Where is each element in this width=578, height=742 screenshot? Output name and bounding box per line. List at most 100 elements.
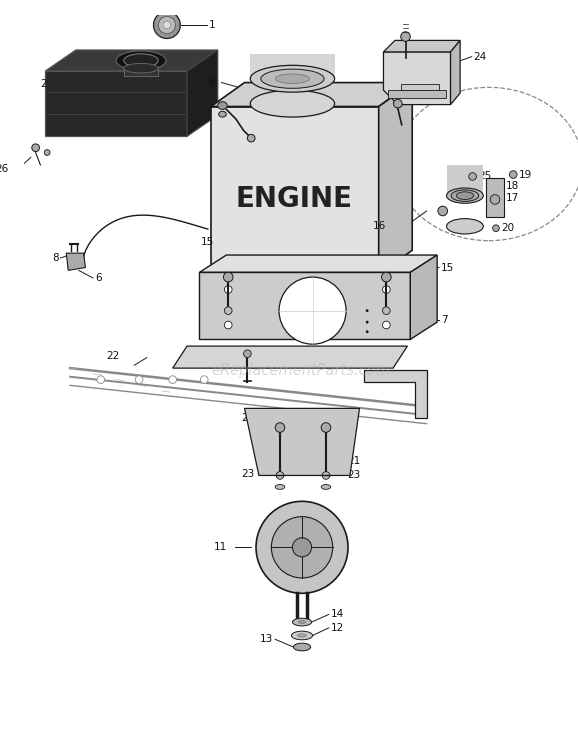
Circle shape (366, 330, 369, 333)
Polygon shape (173, 346, 407, 368)
Circle shape (394, 99, 402, 108)
Polygon shape (199, 255, 437, 272)
Polygon shape (383, 40, 460, 52)
Text: 27: 27 (428, 41, 442, 51)
Ellipse shape (447, 188, 483, 203)
Polygon shape (364, 370, 427, 418)
Polygon shape (379, 82, 412, 275)
Text: 20: 20 (502, 223, 515, 233)
Text: 14: 14 (331, 609, 344, 620)
Ellipse shape (124, 54, 158, 68)
Circle shape (276, 472, 284, 479)
Ellipse shape (298, 620, 306, 623)
Polygon shape (45, 71, 187, 137)
Polygon shape (244, 408, 360, 476)
Circle shape (224, 286, 232, 293)
Circle shape (243, 350, 251, 358)
Ellipse shape (116, 51, 166, 70)
Bar (388, 91, 446, 98)
Circle shape (97, 375, 105, 384)
Ellipse shape (292, 618, 312, 626)
Text: 6: 6 (95, 273, 102, 283)
Text: 2: 2 (40, 79, 47, 90)
Circle shape (492, 225, 499, 232)
Polygon shape (211, 82, 412, 107)
Polygon shape (451, 40, 460, 105)
Polygon shape (199, 272, 410, 339)
Circle shape (401, 32, 410, 42)
Circle shape (292, 538, 312, 557)
Text: 15: 15 (201, 237, 214, 246)
Polygon shape (45, 50, 218, 71)
Ellipse shape (275, 485, 285, 489)
Ellipse shape (451, 190, 479, 201)
Bar (124, 68, 158, 76)
Text: 13: 13 (260, 634, 273, 644)
Circle shape (224, 272, 233, 282)
Circle shape (275, 423, 285, 433)
Circle shape (201, 375, 208, 384)
Text: 9: 9 (208, 78, 214, 88)
Polygon shape (410, 255, 437, 339)
Circle shape (321, 423, 331, 433)
Text: 16: 16 (373, 221, 386, 232)
Text: 27: 27 (421, 91, 434, 101)
Text: 26: 26 (0, 164, 9, 174)
Bar (447, 165, 483, 196)
Text: 7: 7 (441, 315, 447, 325)
Circle shape (247, 134, 255, 142)
Text: 25: 25 (479, 171, 492, 182)
Circle shape (32, 144, 39, 151)
Circle shape (224, 321, 232, 329)
Text: 24: 24 (473, 52, 487, 62)
Circle shape (163, 22, 171, 29)
Text: 12: 12 (331, 623, 344, 633)
Circle shape (383, 286, 390, 293)
Text: 15: 15 (441, 263, 454, 272)
Ellipse shape (124, 63, 158, 73)
Text: 22: 22 (107, 351, 120, 361)
Ellipse shape (456, 191, 473, 200)
Polygon shape (383, 52, 451, 105)
Circle shape (158, 16, 176, 33)
Ellipse shape (218, 111, 227, 117)
Circle shape (490, 194, 500, 204)
Circle shape (366, 321, 369, 324)
Text: 19: 19 (519, 170, 532, 180)
Circle shape (271, 516, 333, 578)
Circle shape (322, 472, 330, 479)
Ellipse shape (447, 219, 483, 234)
Text: 10: 10 (276, 356, 289, 367)
Text: 8: 8 (52, 253, 58, 263)
Circle shape (169, 375, 176, 384)
Text: 4: 4 (246, 101, 252, 111)
Text: 22: 22 (335, 353, 348, 364)
Polygon shape (66, 253, 86, 270)
Ellipse shape (298, 634, 306, 637)
Polygon shape (187, 50, 218, 137)
Text: 1: 1 (209, 20, 216, 30)
Circle shape (383, 321, 390, 329)
Text: 21: 21 (241, 413, 254, 423)
Text: ENGINE: ENGINE (236, 186, 353, 214)
Circle shape (135, 375, 143, 384)
Text: 17: 17 (506, 193, 519, 203)
Text: eReplacementParts.com: eReplacementParts.com (212, 363, 391, 378)
Text: 11: 11 (214, 542, 227, 552)
Ellipse shape (291, 631, 313, 640)
Circle shape (509, 171, 517, 178)
Text: 25: 25 (467, 165, 480, 176)
Ellipse shape (276, 74, 309, 84)
Circle shape (154, 12, 180, 39)
Text: 23: 23 (347, 470, 360, 481)
Text: 18: 18 (506, 181, 519, 191)
Ellipse shape (321, 485, 331, 489)
Circle shape (45, 150, 50, 155)
Circle shape (279, 277, 346, 344)
Text: 5: 5 (274, 128, 281, 137)
Ellipse shape (261, 69, 324, 88)
Text: 23: 23 (241, 468, 254, 479)
Ellipse shape (250, 65, 335, 92)
Text: 3: 3 (246, 91, 252, 101)
Circle shape (381, 272, 391, 282)
